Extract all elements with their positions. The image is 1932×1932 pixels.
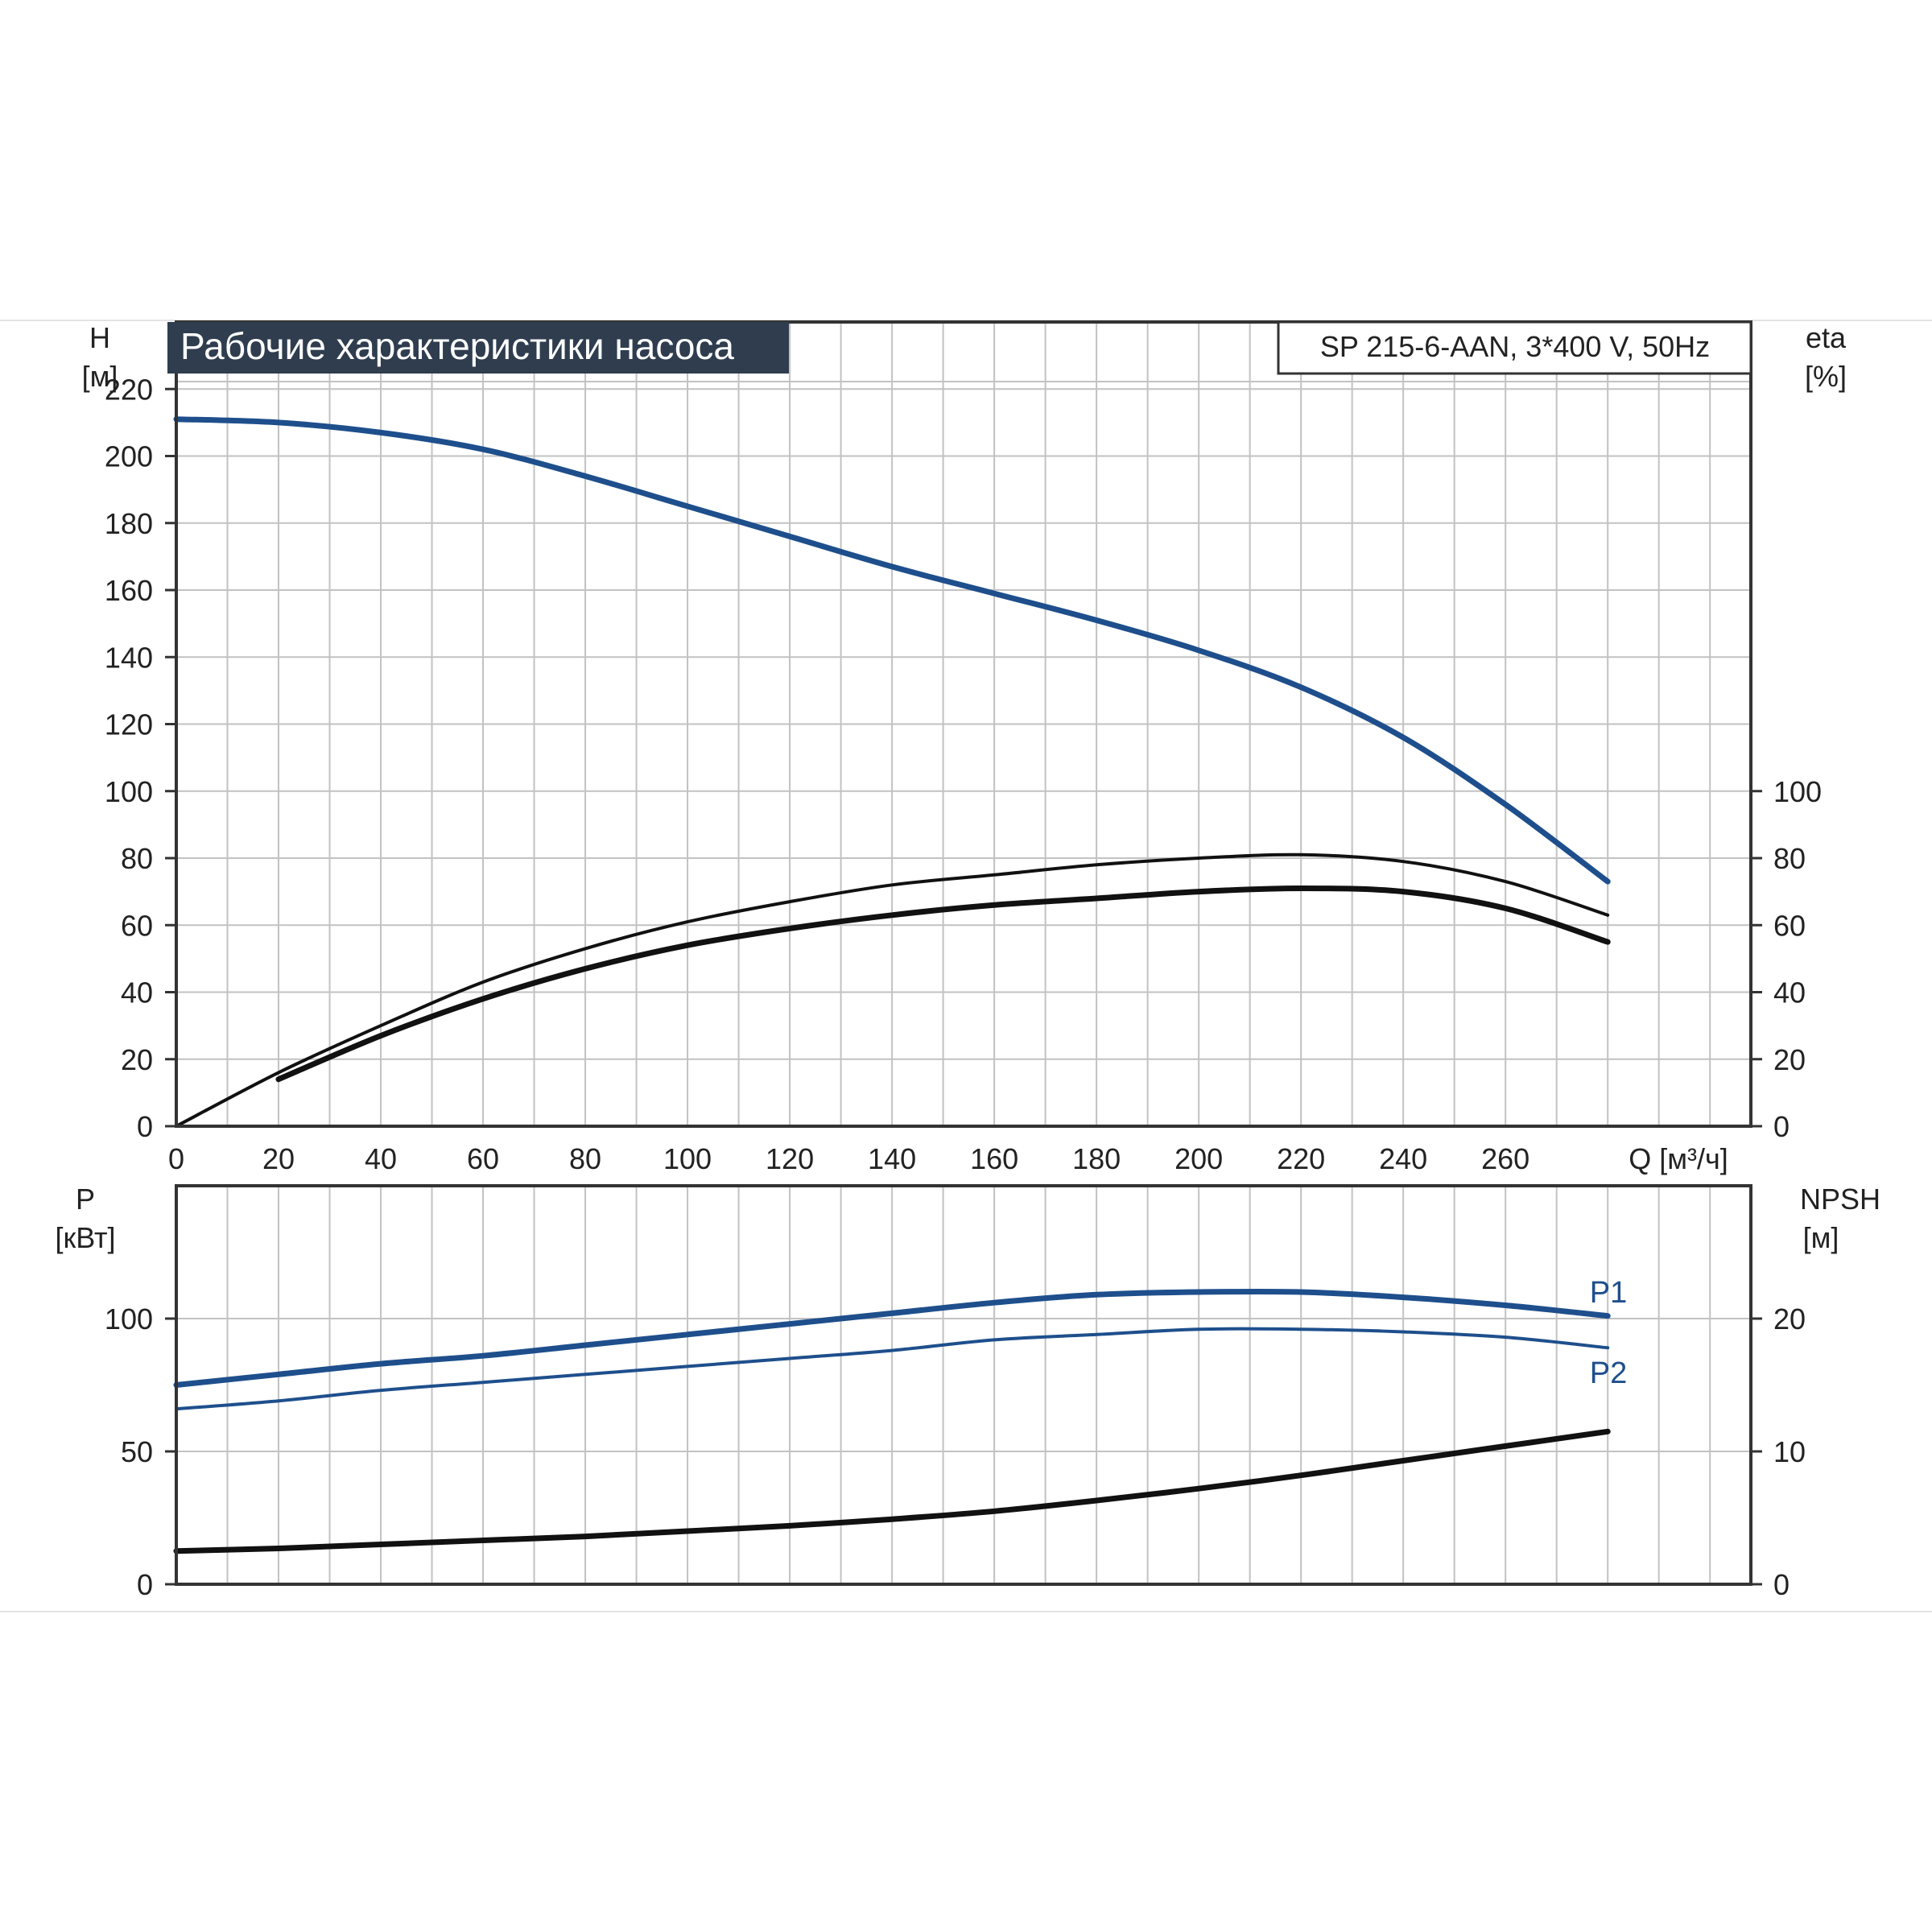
- lower-right-tick-label: 20: [1773, 1302, 1806, 1335]
- lower-plot-frame: [175, 1184, 1752, 1586]
- npsh-axis-label: NPSH: [1800, 1183, 1880, 1216]
- lower-curve-0: [173, 1288, 1611, 1388]
- x-tick-label: 240: [1379, 1142, 1427, 1175]
- npsh-axis-unit: [м]: [1803, 1221, 1839, 1254]
- x-tick-label: 120: [766, 1142, 814, 1175]
- p-axis-label: P: [76, 1183, 95, 1216]
- x-tick-label: 140: [868, 1142, 916, 1175]
- upper-left-tick-label: 220: [105, 373, 153, 406]
- upper-right-tick-label: 80: [1773, 842, 1806, 875]
- x-tick-label: 200: [1174, 1142, 1223, 1175]
- upper-grid: [176, 322, 1751, 1126]
- x-axis-label: Q [м³/ч]: [1629, 1142, 1728, 1175]
- x-tick-label: 220: [1277, 1142, 1325, 1175]
- x-tick-label: 60: [467, 1142, 499, 1175]
- upper-left-tick-label: 60: [121, 909, 153, 942]
- p2-label: P2: [1590, 1356, 1627, 1390]
- upper-left-tick-label: 160: [105, 574, 153, 607]
- x-tick-label: 180: [1072, 1142, 1121, 1175]
- lower-left-tick-label: 0: [137, 1568, 153, 1601]
- y-right-label: eta: [1806, 321, 1847, 354]
- upper-curve-0: [173, 416, 1611, 885]
- lower-right-tick-label: 10: [1773, 1435, 1806, 1468]
- model-box: [1277, 320, 1752, 375]
- upper-left-tick-label: 200: [105, 440, 153, 473]
- lower-curves: [173, 1288, 1611, 1554]
- upper-right-tick-label: 100: [1773, 775, 1822, 808]
- upper-left-tick-label: 20: [121, 1043, 153, 1076]
- upper-tick-labels: 0 20 40 60 80 100 120 140 160 180 200 220 240 2600204…: [105, 373, 1822, 1175]
- x-tick-label: 160: [970, 1142, 1018, 1175]
- upper-left-tick-label: 140: [105, 641, 153, 674]
- x-tick-label: 0: [168, 1142, 184, 1175]
- upper-left-tick-label: 120: [105, 708, 153, 741]
- upper-left-tick-label: 100: [105, 775, 153, 808]
- upper-curve-2: [275, 885, 1611, 1083]
- upper-left-tick-label: 0: [137, 1110, 153, 1143]
- model-label: SP 215-6-AAN, 3*400 V, 50Hz: [1320, 330, 1710, 363]
- upper-left-tick-label: 40: [121, 976, 153, 1009]
- lower-right-tick-label: 0: [1773, 1568, 1790, 1601]
- x-tick-label: 80: [569, 1142, 601, 1175]
- upper-right-tick-label: 0: [1773, 1110, 1790, 1143]
- y-left-unit: [м]: [82, 360, 118, 393]
- title-banner: [167, 322, 789, 374]
- y-left-label: H: [89, 321, 110, 354]
- lower-tick-labels: 0 50 100 0 10 20: [105, 1302, 1806, 1601]
- lower-curve-1: [175, 1327, 1610, 1411]
- lower-curve-2: [173, 1428, 1611, 1554]
- x-tick-label: 260: [1481, 1142, 1530, 1175]
- p1-label: P1: [1590, 1276, 1627, 1310]
- upper-right-tick-label: 60: [1773, 909, 1806, 942]
- chart-title: Рабочие характеристики насоса: [180, 325, 734, 367]
- x-tick-label: 40: [365, 1142, 397, 1175]
- lower-left-tick-label: 50: [121, 1435, 153, 1468]
- upper-right-tick-label: 40: [1773, 976, 1806, 1009]
- upper-left-tick-label: 180: [105, 507, 153, 540]
- x-tick-label: 100: [663, 1142, 712, 1175]
- upper-curve-1: [175, 852, 1610, 1128]
- y-right-unit: [%]: [1805, 360, 1847, 393]
- lower-grid: [176, 1186, 1751, 1584]
- upper-right-tick-label: 20: [1773, 1043, 1806, 1076]
- upper-curves: [173, 416, 1611, 1128]
- p-axis-unit: [кВт]: [55, 1221, 115, 1254]
- upper-left-tick-label: 80: [121, 842, 153, 875]
- lower-left-tick-label: 100: [105, 1302, 153, 1335]
- x-tick-label: 20: [262, 1142, 295, 1175]
